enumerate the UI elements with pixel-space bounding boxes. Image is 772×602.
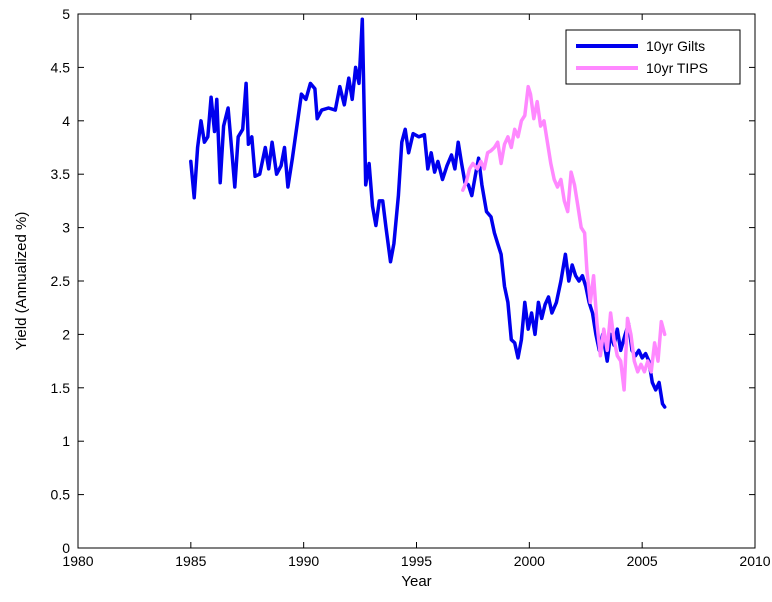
y-tick-label: 2.5	[51, 273, 71, 289]
x-tick-label: 2005	[627, 553, 658, 569]
y-tick-label: 0.5	[51, 487, 71, 503]
legend-label-tips: 10yr TIPS	[646, 60, 708, 76]
y-tick-label: 4	[62, 113, 70, 129]
legend-box	[565, 29, 741, 85]
x-axis: 1980 1985 1990 1995 2000 2005 2010	[62, 14, 771, 569]
x-tick-label: 2010	[739, 553, 770, 569]
plot-area	[77, 13, 756, 549]
x-axis-title: Year	[401, 573, 431, 590]
x-tick-label: 1985	[175, 553, 206, 569]
x-tick-label: 1995	[401, 553, 432, 569]
legend-label-gilts: 10yr Gilts	[646, 38, 705, 54]
series-layer	[189, 17, 667, 409]
y-tick-label: 2	[62, 326, 70, 342]
x-tick-label: 2000	[514, 553, 545, 569]
y-tick-label: 0	[62, 540, 70, 556]
y-tick-label: 3.5	[51, 166, 71, 182]
y-tick-label: 3	[62, 220, 70, 236]
x-tick-label: 1990	[288, 553, 319, 569]
series-line-gilts	[189, 17, 667, 409]
y-axis-title: Yield (Annualized %)	[13, 212, 30, 351]
y-axis: 0 0.5 1 1.5 2 2.5 3 3.5 4 4.5 5	[51, 6, 755, 556]
y-tick-label: 1.5	[51, 380, 71, 396]
y-tick-label: 1	[62, 433, 70, 449]
y-tick-label: 4.5	[51, 59, 71, 75]
series-line-tips	[461, 84, 667, 392]
legend: 10yr Gilts 10yr TIPS	[565, 29, 741, 85]
y-tick-label: 5	[62, 6, 70, 22]
x-tick-label: 1980	[62, 553, 93, 569]
